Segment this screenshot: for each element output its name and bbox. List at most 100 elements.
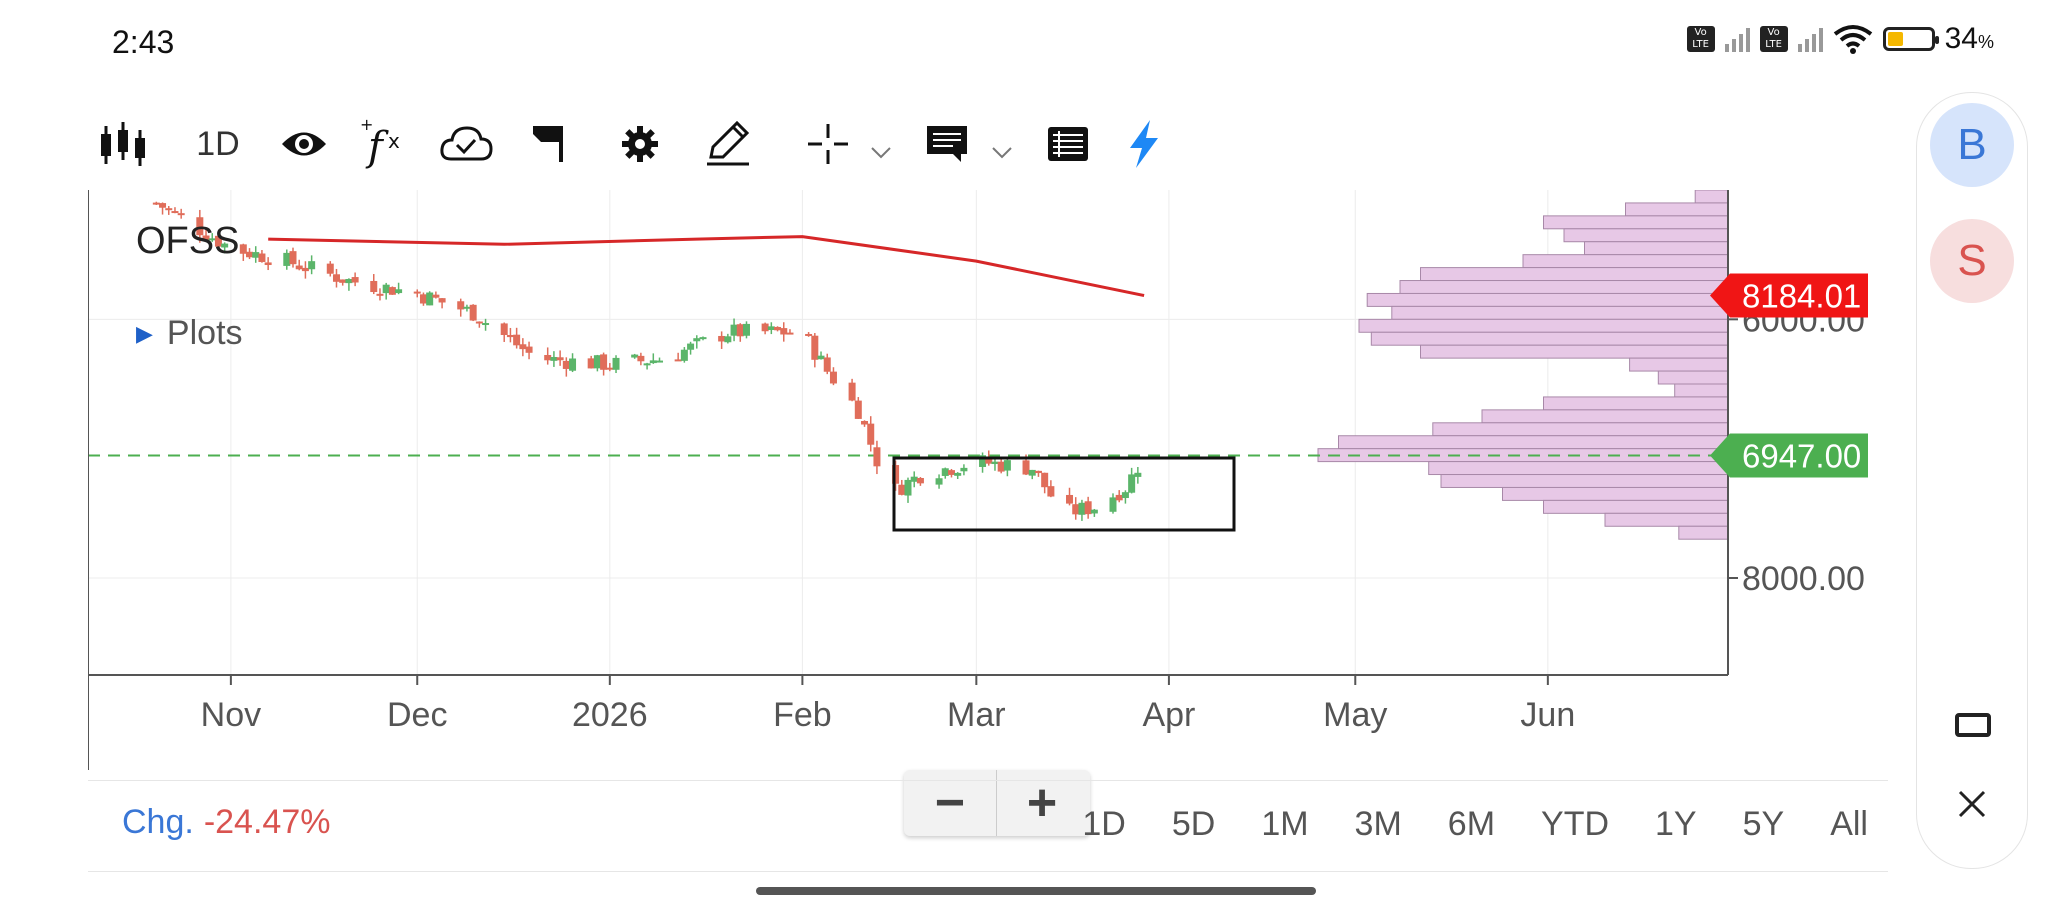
volume-profile-bar [1432, 422, 1729, 437]
close-button[interactable] [1949, 781, 1995, 827]
price-chart[interactable]: Nov Dec 2026 Feb Mar Apr May Jun 8000.00 6000.00… [87, 189, 1888, 836]
range-button-6m[interactable]: 6M [1447, 805, 1496, 843]
range-button-3m[interactable]: 3M [1354, 805, 1402, 843]
candle-down [997, 461, 1005, 472]
candlestick-icon [101, 122, 145, 166]
candle-down [848, 382, 856, 401]
ma-price-tag-bg [1710, 273, 1868, 318]
pencil-icon [707, 121, 750, 166]
zoom-out-button[interactable]: − [904, 770, 997, 836]
candle-up [817, 355, 825, 360]
zoom-in-button[interactable]: + [1026, 774, 1058, 832]
candle-down [600, 354, 608, 370]
visibility-button[interactable] [278, 108, 330, 180]
volume-profile-bar [1584, 241, 1729, 256]
candle-up [1028, 469, 1036, 476]
avatar-b[interactable]: B [1930, 103, 2014, 187]
floating-sidebar: B S [1916, 92, 2028, 869]
candle-up [687, 343, 695, 350]
candle-up [612, 357, 620, 370]
volume-profile-bar [1391, 305, 1729, 320]
data-list-button[interactable] [1044, 108, 1092, 180]
signal-icon [1724, 26, 1750, 52]
candle-down [1022, 460, 1030, 475]
volume-profile-bar [1370, 331, 1729, 346]
candle-down [475, 321, 483, 324]
change-value: -24.47% [203, 803, 331, 841]
candle-down [513, 334, 521, 346]
candle-down [370, 280, 378, 293]
candle-up [1090, 509, 1098, 514]
candle-down [774, 326, 782, 331]
volume-profile-bar [1428, 461, 1729, 476]
candle-down [1084, 501, 1092, 515]
candle-up [979, 455, 987, 467]
candle-down [823, 357, 831, 372]
candle-up [724, 336, 732, 343]
candle-up [221, 243, 229, 248]
volume-profile-bar [1522, 254, 1729, 269]
plots-label: Plots [166, 314, 243, 352]
candle-up [742, 323, 750, 336]
chart-type-button[interactable] [98, 108, 148, 180]
home-indicator[interactable] [756, 887, 1316, 895]
x-tick-label: Feb [773, 696, 832, 734]
candle-down [562, 360, 570, 369]
quick-action-button[interactable] [1122, 108, 1166, 180]
range-button-1y[interactable]: 1Y [1655, 805, 1697, 843]
candle-up [382, 284, 390, 294]
candle-down [152, 202, 160, 205]
draw-button[interactable] [704, 108, 754, 180]
signal-icon-2 [1797, 26, 1823, 52]
range-button-all[interactable]: All [1830, 805, 1868, 843]
candle-up [308, 261, 316, 270]
candle-down [239, 244, 247, 254]
range-button-5d[interactable]: 5D [1171, 805, 1216, 843]
range-button-1d[interactable]: 1D [1082, 805, 1126, 843]
candle-down [457, 301, 465, 310]
triangle-right-icon: ▶ [136, 320, 153, 346]
crosshair-icon [808, 124, 848, 164]
candle-up [693, 338, 701, 342]
candle-down [811, 335, 819, 360]
comment-button[interactable] [924, 108, 1014, 180]
candle-down [780, 328, 788, 335]
cloud-save-button[interactable] [438, 108, 494, 180]
candle-down [165, 208, 173, 211]
candle-down [159, 203, 167, 208]
settings-button[interactable] [618, 108, 662, 180]
candle-down [177, 213, 185, 216]
y-tick-label: 8000.00 [1742, 560, 1865, 598]
consolidation-box[interactable] [892, 456, 1236, 532]
candle-down [519, 344, 527, 350]
volume-profile-bar [1543, 396, 1729, 411]
candle-down [898, 484, 906, 495]
candle-down [525, 346, 533, 353]
candle-up [482, 323, 490, 326]
plots-toggle[interactable]: ▶ Plots [136, 314, 243, 353]
chart-canvas[interactable]: Nov Dec 2026 Feb Mar Apr May Jun 8000.006000.00… [87, 189, 1888, 770]
candle-down [500, 323, 508, 335]
flag-icon [533, 126, 563, 162]
svg-text:+: + [360, 118, 373, 134]
candle-up [252, 252, 260, 258]
interval-button[interactable]: 1D [196, 124, 240, 163]
candle-down [556, 357, 564, 361]
avatar-s[interactable]: S [1930, 219, 2014, 303]
candle-down [1034, 470, 1042, 474]
candle-up [208, 238, 216, 241]
range-button-ytd[interactable]: YTD [1541, 805, 1610, 843]
candle-up [649, 360, 657, 364]
crosshair-button[interactable] [804, 108, 894, 180]
range-button-1m[interactable]: 1M [1261, 805, 1309, 843]
function-icon: + f x [360, 118, 400, 170]
candle-up [954, 472, 962, 476]
events-button[interactable] [528, 108, 568, 180]
window-button[interactable] [1955, 713, 1991, 737]
candle-down [432, 294, 440, 298]
candle-up [345, 278, 353, 284]
indicators-button[interactable]: + f x [358, 108, 408, 180]
candle-up [1003, 460, 1011, 471]
range-button-5y[interactable]: 5Y [1742, 805, 1785, 843]
candle-down [947, 470, 955, 475]
